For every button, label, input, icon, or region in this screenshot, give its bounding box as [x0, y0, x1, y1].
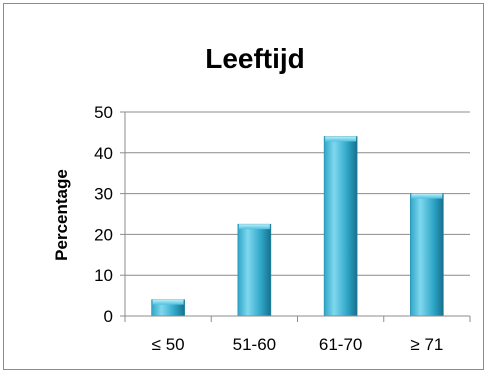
x-tick-label-3: ≥ 71	[410, 335, 443, 354]
y-tick-label-3: 30	[94, 185, 113, 204]
x-axis-ticks: ≤ 50 51-60 61-70 ≥ 71	[152, 335, 444, 354]
axes	[124, 112, 471, 322]
y-tick-label-1: 10	[94, 266, 113, 285]
bar-cap-3	[411, 193, 443, 199]
x-tick-label-0: ≤ 50	[152, 335, 185, 354]
y-tick-label-2: 20	[94, 225, 113, 244]
bar-2	[323, 136, 358, 317]
y-tick-label-0: 0	[104, 307, 113, 326]
y-axis-ticks: 0 10 20 30 40 50	[94, 103, 125, 326]
y-tick-label-5: 50	[94, 103, 113, 122]
chart-title: Leeftijd	[205, 43, 305, 74]
bar-3	[410, 193, 444, 317]
y-tick-label-4: 40	[94, 144, 113, 163]
x-tick-label-2: 61-70	[319, 335, 362, 354]
bar-cap-0	[152, 299, 184, 305]
bar-cap-1	[238, 224, 270, 230]
x-tick-label-1: 51-60	[233, 335, 276, 354]
bar-cap-2	[325, 136, 357, 142]
y-axis-label: Percentage	[52, 169, 71, 261]
bars	[151, 136, 444, 317]
bar-1	[237, 223, 272, 317]
